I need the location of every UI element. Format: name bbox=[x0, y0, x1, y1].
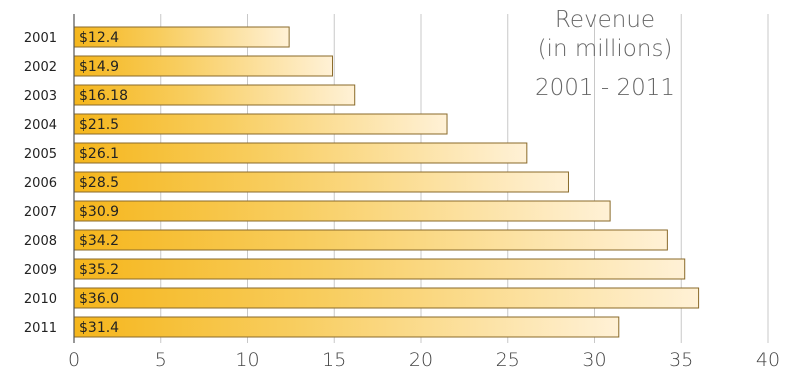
x-tick-label: 10 bbox=[235, 349, 259, 371]
bar bbox=[73, 316, 620, 338]
bar bbox=[73, 229, 668, 251]
chart-title-line-2: (in millions) bbox=[538, 36, 673, 62]
bar-value-label: $31.4 bbox=[79, 320, 119, 336]
bar-group: $31.4 bbox=[73, 316, 620, 338]
x-tick-label: 40 bbox=[756, 349, 780, 371]
category-label: 2004 bbox=[24, 118, 57, 133]
bar-value-label: $14.9 bbox=[79, 59, 119, 75]
x-tick-label: 20 bbox=[409, 349, 433, 371]
bars: $12.4 $14.9 $16.18 $21.5 $26.1 $28.5 $30.9 $34.… bbox=[73, 26, 700, 338]
x-tick-label: 5 bbox=[155, 349, 167, 371]
bar-value-label: $16.18 bbox=[79, 88, 128, 104]
category-label: 2007 bbox=[24, 205, 57, 220]
bar-group: $26.1 bbox=[73, 142, 528, 164]
bar-value-label: $36.0 bbox=[79, 291, 119, 307]
bar-group: $35.2 bbox=[73, 258, 686, 280]
bar-group: $12.4 bbox=[73, 26, 290, 48]
bar-group: $28.5 bbox=[73, 171, 569, 193]
bar-value-label: $12.4 bbox=[79, 30, 119, 46]
x-tick-label: 0 bbox=[68, 349, 80, 371]
bar-value-label: $30.9 bbox=[79, 204, 119, 220]
bar-group: $16.18 bbox=[73, 84, 356, 106]
bar bbox=[73, 258, 686, 280]
bar bbox=[73, 142, 528, 164]
x-tick-label: 25 bbox=[496, 349, 520, 371]
bar-group: $30.9 bbox=[73, 200, 611, 222]
bar-group: $21.5 bbox=[73, 113, 448, 135]
bar-value-label: $21.5 bbox=[79, 117, 119, 133]
x-tick-label: 15 bbox=[322, 349, 346, 371]
bar bbox=[73, 171, 569, 193]
category-label: 2006 bbox=[24, 176, 57, 191]
bar-value-label: $26.1 bbox=[79, 146, 119, 162]
category-label: 2008 bbox=[24, 234, 57, 249]
category-label: 2011 bbox=[24, 321, 57, 336]
bar bbox=[73, 287, 700, 309]
bar-value-label: $28.5 bbox=[79, 175, 119, 191]
bar bbox=[73, 200, 611, 222]
category-label: 2003 bbox=[24, 89, 57, 104]
category-label: 2009 bbox=[24, 263, 57, 278]
chart-title-line-1: Revenue bbox=[555, 7, 655, 33]
bar-value-label: $34.2 bbox=[79, 233, 119, 249]
category-labels: 2001 2002 2003 2004 2005 2006 2007 2008 2009 2010… bbox=[24, 31, 57, 336]
x-tick-label: 30 bbox=[582, 349, 606, 371]
category-label: 2010 bbox=[24, 292, 57, 307]
chart-subtitle: 2001 - 2011 bbox=[535, 75, 675, 101]
chart-title: Revenue (in millions) 2001 - 2011 bbox=[535, 7, 675, 101]
bar-group: $36.0 bbox=[73, 287, 700, 309]
x-tick-label: 35 bbox=[669, 349, 693, 371]
bar-value-label: $35.2 bbox=[79, 262, 119, 278]
x-axis-tick-labels: 0 5 10 15 20 25 30 35 40 bbox=[68, 349, 780, 371]
bar-group: $14.9 bbox=[73, 55, 334, 77]
category-label: 2002 bbox=[24, 60, 57, 75]
category-label: 2005 bbox=[24, 147, 57, 162]
bar bbox=[73, 113, 448, 135]
bar-group: $34.2 bbox=[73, 229, 668, 251]
category-label: 2001 bbox=[24, 31, 57, 46]
